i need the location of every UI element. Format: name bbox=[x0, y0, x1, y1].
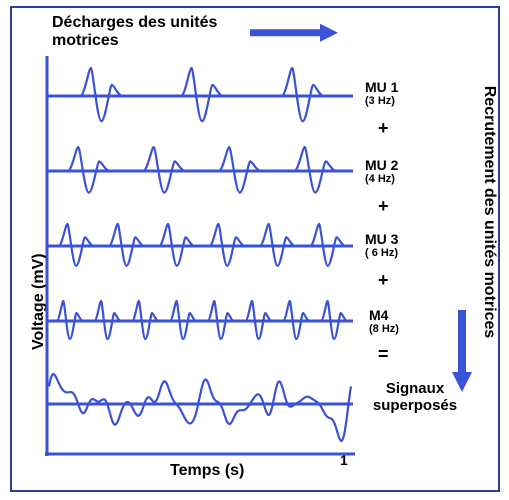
mu-hz: (3 Hz) bbox=[365, 95, 398, 107]
right-label: Recrutement des unités motrices bbox=[480, 82, 498, 342]
mu-label-1: MU 1 (3 Hz) bbox=[365, 80, 398, 107]
mu-hz: (4 Hz) bbox=[365, 173, 398, 185]
mu-hz: ( 6 Hz) bbox=[365, 247, 398, 259]
waveform-plot bbox=[45, 56, 355, 456]
op-equals: = bbox=[378, 344, 389, 365]
mu-hz: (8 Hz) bbox=[369, 323, 399, 335]
op-plus-3: + bbox=[378, 270, 389, 291]
sig-l2: superposés bbox=[373, 397, 457, 414]
superposed-label: Signaux superposés bbox=[360, 380, 470, 414]
sig-l1: Signaux bbox=[386, 380, 444, 397]
op-plus-1: + bbox=[378, 118, 389, 139]
mu-label-4: M4 (8 Hz) bbox=[369, 308, 399, 335]
mu-name: MU 2 bbox=[365, 157, 398, 173]
arrow-right-icon bbox=[250, 22, 338, 44]
mu-name: MU 1 bbox=[365, 79, 398, 95]
title-top: Décharges des unités motrices bbox=[52, 14, 252, 50]
figure-frame: Décharges des unités motrices Voltage (m… bbox=[0, 0, 509, 500]
mu-label-3: MU 3 ( 6 Hz) bbox=[365, 232, 398, 259]
mu-name: MU 3 bbox=[365, 231, 398, 247]
mu-name: M4 bbox=[369, 307, 388, 323]
mu-label-2: MU 2 (4 Hz) bbox=[365, 158, 398, 185]
op-plus-2: + bbox=[378, 196, 389, 217]
x-axis-label: Temps (s) bbox=[170, 462, 244, 480]
